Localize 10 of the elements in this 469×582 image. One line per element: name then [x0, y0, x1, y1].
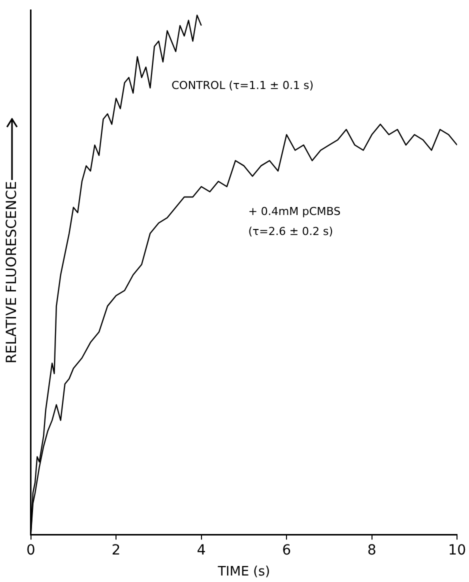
x-tick-label: 2 — [112, 542, 121, 559]
x-tick-label: 0 — [26, 542, 36, 559]
series-label: CONTROL (τ=1.1 ± 0.1 s) — [171, 78, 314, 92]
x-tick-label: 6 — [282, 542, 292, 559]
text: + 0.4mM pCMBS (τ=2.6 ± 0.2 s) — [248, 204, 341, 238]
y-axis-title: RELATIVE FLUORESCENCE — [4, 181, 20, 364]
x-axis-title: TIME (s) — [216, 564, 270, 580]
x-tick-label: 10 — [448, 542, 466, 559]
x-tick-label: 8 — [367, 542, 376, 559]
x-tick-label: 4 — [196, 542, 206, 559]
